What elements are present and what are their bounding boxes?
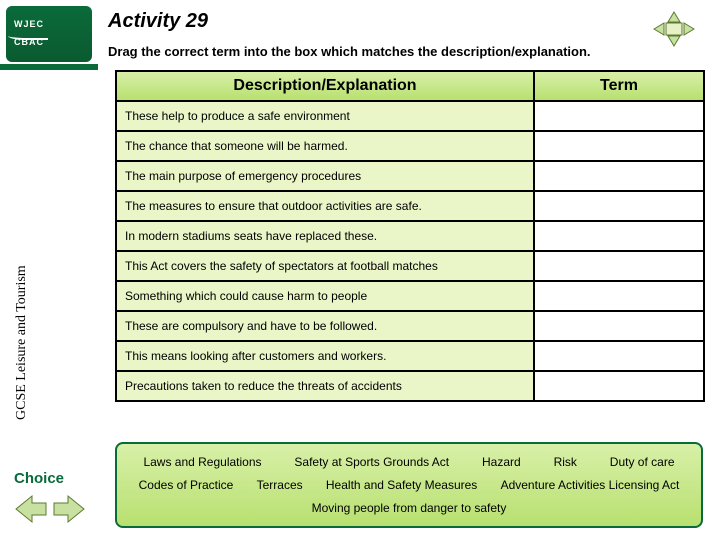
term-chip[interactable]: Laws and Regulations: [137, 455, 267, 469]
term-dropzone[interactable]: [534, 371, 704, 401]
prev-arrow-icon[interactable]: [16, 496, 46, 522]
desc-cell: In modern stadiums seats have replaced t…: [116, 221, 534, 251]
col-header-term: Term: [534, 71, 704, 101]
term-chip[interactable]: Hazard: [476, 455, 527, 469]
term-dropzone[interactable]: [534, 251, 704, 281]
desc-cell: The main purpose of emergency procedures: [116, 161, 534, 191]
table-row: The chance that someone will be harmed.: [116, 131, 704, 161]
term-bank: Laws and Regulations Safety at Sports Gr…: [115, 442, 703, 528]
table-row: The main purpose of emergency procedures: [116, 161, 704, 191]
desc-cell: Precautions taken to reduce the threats …: [116, 371, 534, 401]
choice-label: Choice: [14, 470, 64, 487]
col-header-desc: Description/Explanation: [116, 71, 534, 101]
desc-cell: This Act covers the safety of spectators…: [116, 251, 534, 281]
term-dropzone[interactable]: [534, 101, 704, 131]
term-dropzone[interactable]: [534, 341, 704, 371]
table-row: In modern stadiums seats have replaced t…: [116, 221, 704, 251]
term-dropzone[interactable]: [534, 221, 704, 251]
term-dropzone[interactable]: [534, 281, 704, 311]
match-table: Description/Explanation Term These help …: [115, 70, 705, 402]
term-chip[interactable]: Duty of care: [604, 455, 681, 469]
table-row: These help to produce a safe environment: [116, 101, 704, 131]
activity-slide: WJEC CBAC Activity 29 Drag the correct t…: [0, 0, 720, 540]
term-chip[interactable]: Safety at Sports Grounds Act: [288, 455, 455, 469]
term-chip[interactable]: Moving people from danger to safety: [306, 501, 513, 515]
desc-cell: This means looking after customers and w…: [116, 341, 534, 371]
term-chip[interactable]: Terraces: [251, 478, 309, 492]
course-vertical-label: GCSE Leisure and Tourism: [14, 220, 30, 420]
instruction-text: Drag the correct term into the box which…: [108, 44, 591, 59]
logo-underline: [0, 64, 98, 70]
desc-cell: These help to produce a safe environment: [116, 101, 534, 131]
term-chip[interactable]: Health and Safety Measures: [320, 478, 483, 492]
desc-cell: Something which could cause harm to peop…: [116, 281, 534, 311]
logo-swoosh-icon: [8, 32, 48, 40]
table-row: These are compulsory and have to be foll…: [116, 311, 704, 341]
term-dropzone[interactable]: [534, 131, 704, 161]
term-chip[interactable]: Adventure Activities Licensing Act: [495, 478, 686, 492]
table-row: This means looking after customers and w…: [116, 341, 704, 371]
table-row: The measures to ensure that outdoor acti…: [116, 191, 704, 221]
desc-cell: The chance that someone will be harmed.: [116, 131, 534, 161]
term-chip[interactable]: Codes of Practice: [133, 478, 240, 492]
table-row: Something which could cause harm to peop…: [116, 281, 704, 311]
term-chip[interactable]: Risk: [548, 455, 583, 469]
term-dropzone[interactable]: [534, 191, 704, 221]
table-row: This Act covers the safety of spectators…: [116, 251, 704, 281]
desc-cell: These are compulsory and have to be foll…: [116, 311, 534, 341]
term-dropzone[interactable]: [534, 161, 704, 191]
next-arrow-icon[interactable]: [54, 496, 84, 522]
desc-cell: The measures to ensure that outdoor acti…: [116, 191, 534, 221]
activity-title: Activity 29: [108, 10, 208, 33]
logo-text-1: WJEC: [14, 20, 92, 30]
wjec-logo: WJEC CBAC: [6, 6, 92, 62]
compass-nav-icon[interactable]: [650, 10, 698, 48]
table-row: Precautions taken to reduce the threats …: [116, 371, 704, 401]
term-dropzone[interactable]: [534, 311, 704, 341]
nav-arrows: [12, 492, 88, 526]
